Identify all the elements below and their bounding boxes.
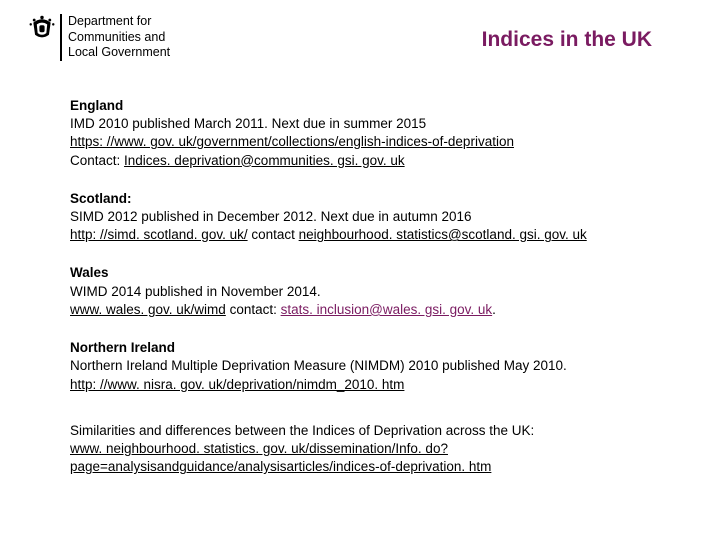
dept-name: Department for Communities and Local Gov…: [60, 14, 170, 61]
scotland-contact-link[interactable]: neighbourhood. statistics@scotland. gsi.…: [299, 227, 587, 242]
wales-contact-link[interactable]: stats. inclusion@wales. gsi. gov. uk: [281, 302, 493, 317]
dept-line2: Communities and: [68, 30, 170, 46]
dept-logo: Department for Communities and Local Gov…: [28, 14, 170, 61]
england-contact-link[interactable]: Indices. deprivation@communities. gsi. g…: [124, 153, 405, 168]
wales-heading: Wales: [70, 264, 650, 282]
section-scotland: Scotland: SIMD 2012 published in Decembe…: [70, 190, 650, 245]
ni-line1: Northern Ireland Multiple Deprivation Me…: [70, 357, 650, 375]
slide-content: England IMD 2010 published March 2011. N…: [0, 67, 720, 517]
scotland-heading: Scotland:: [70, 190, 650, 208]
wales-tail: .: [492, 302, 496, 317]
wales-url-link[interactable]: www. wales. gov. uk/wimd: [70, 302, 226, 317]
dept-line3: Local Government: [68, 45, 170, 61]
slide-title: Indices in the UK: [170, 14, 692, 52]
scotland-url-link[interactable]: http: //simd. scotland. gov. uk/: [70, 227, 248, 242]
england-contact-prefix: Contact:: [70, 153, 124, 168]
england-line1: IMD 2010 published March 2011. Next due …: [70, 115, 650, 133]
ni-url-link[interactable]: http: //www. nisra. gov. uk/deprivation/…: [70, 377, 404, 392]
section-northern-ireland: Northern Ireland Northern Ireland Multip…: [70, 339, 650, 394]
slide-header: Department for Communities and Local Gov…: [0, 0, 720, 67]
section-wales: Wales WIMD 2014 published in November 20…: [70, 264, 650, 319]
wales-mid: contact:: [226, 302, 281, 317]
footer-url-link[interactable]: www. neighbourhood. statistics. gov. uk/…: [70, 441, 491, 474]
ni-heading: Northern Ireland: [70, 339, 650, 357]
dept-line1: Department for: [68, 14, 170, 30]
england-heading: England: [70, 97, 650, 115]
scotland-line1: SIMD 2012 published in December 2012. Ne…: [70, 208, 650, 226]
footer-line1: Similarities and differences between the…: [70, 422, 650, 440]
section-england: England IMD 2010 published March 2011. N…: [70, 97, 650, 170]
crown-crest-icon: [28, 14, 56, 40]
england-url-link[interactable]: https: //www. gov. uk/government/collect…: [70, 134, 514, 149]
wales-line1: WIMD 2014 published in November 2014.: [70, 283, 650, 301]
scotland-mid: contact: [248, 227, 299, 242]
section-footer: Similarities and differences between the…: [70, 422, 650, 477]
